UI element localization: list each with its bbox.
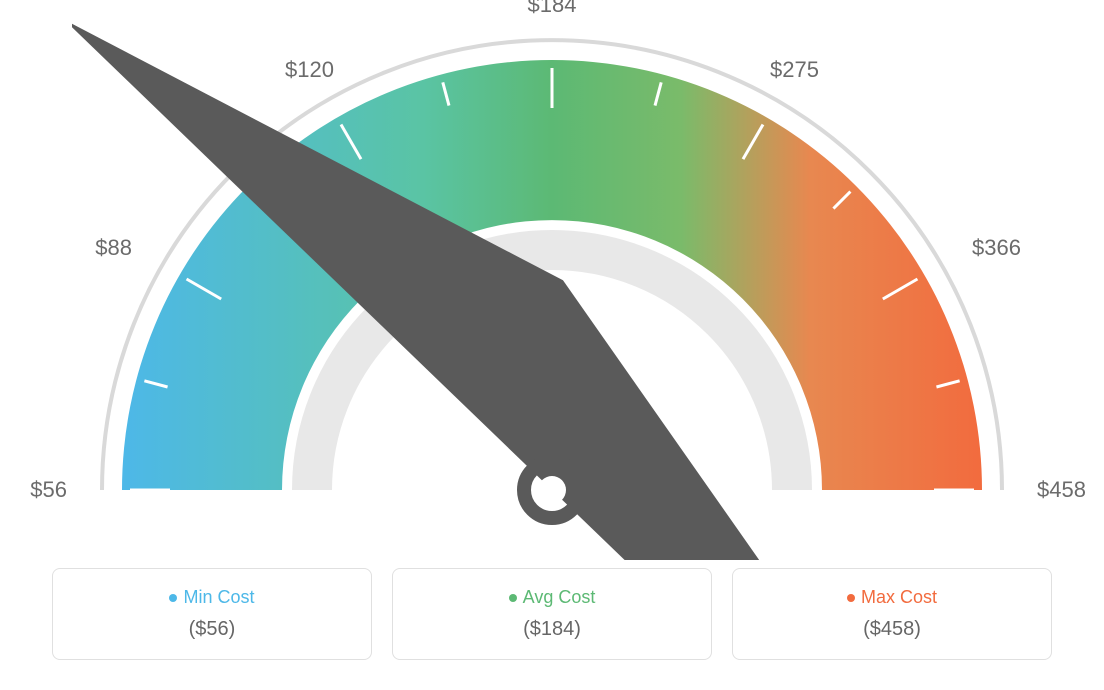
- gauge-tick-label: $275: [770, 57, 819, 83]
- legend-max: Max Cost ($458): [732, 568, 1052, 660]
- legend-row: Min Cost ($56) Avg Cost ($184) Max Cost …: [52, 568, 1052, 660]
- legend-avg-label: Avg Cost: [523, 587, 596, 607]
- legend-avg-dot: [509, 594, 517, 602]
- legend-max-dot: [847, 594, 855, 602]
- legend-max-title: Max Cost: [733, 587, 1051, 608]
- gauge-tick-label: $458: [1037, 477, 1086, 503]
- legend-min-label: Min Cost: [183, 587, 254, 607]
- gauge-tick-label: $184: [528, 0, 577, 18]
- gauge-tick-label: $366: [972, 235, 1021, 261]
- legend-avg-title: Avg Cost: [393, 587, 711, 608]
- legend-min-dot: [169, 594, 177, 602]
- legend-avg: Avg Cost ($184): [392, 568, 712, 660]
- legend-min: Min Cost ($56): [52, 568, 372, 660]
- legend-max-value: ($458): [733, 618, 1051, 641]
- cost-gauge: $56$88$120$184$275$366$458: [72, 20, 1032, 565]
- gauge-tick-label: $88: [95, 235, 132, 261]
- legend-avg-value: ($184): [393, 618, 711, 641]
- gauge-tick-label: $120: [285, 57, 334, 83]
- legend-min-title: Min Cost: [53, 587, 371, 608]
- legend-min-value: ($56): [53, 618, 371, 641]
- gauge-tick-label: $56: [30, 477, 67, 503]
- legend-max-label: Max Cost: [861, 587, 937, 607]
- gauge-svg: [72, 20, 1032, 560]
